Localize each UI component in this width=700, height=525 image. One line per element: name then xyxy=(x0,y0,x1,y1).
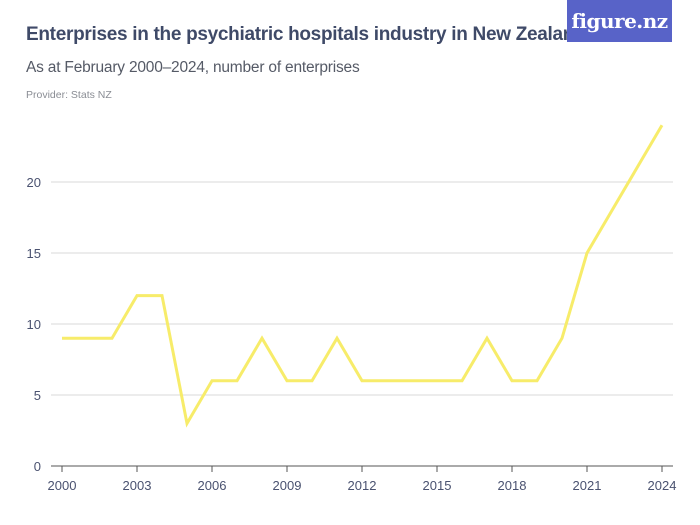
data-line-enterprises xyxy=(62,124,664,428)
provider-label: Provider: Stats NZ xyxy=(26,89,112,101)
x-tick-label: 2009 xyxy=(273,478,302,493)
x-tick-label: 2018 xyxy=(498,478,527,493)
y-tick-label: 15 xyxy=(27,246,41,261)
x-tick-label: 2003 xyxy=(123,478,152,493)
chart-subtitle: As at February 2000–2024, number of ente… xyxy=(26,59,360,76)
x-tick-label: 2024 xyxy=(648,478,677,493)
y-tick-label: 0 xyxy=(34,459,41,474)
x-tick-label: 2000 xyxy=(48,478,77,493)
gridlines xyxy=(51,181,673,396)
x-tick-label: 2012 xyxy=(348,478,377,493)
x-tick-label: 2015 xyxy=(423,478,452,493)
chart-title: Enterprises in the psychiatric hospitals… xyxy=(26,24,586,45)
x-tick-label: 2006 xyxy=(198,478,227,493)
x-tick-label: 2021 xyxy=(573,478,602,493)
y-tick-label: 5 xyxy=(34,388,41,403)
figure-nz-logo[interactable]: figure.nz xyxy=(567,0,672,42)
y-tick-label: 20 xyxy=(27,175,41,190)
y-axis-ticks: 0 5 10 15 20 xyxy=(27,175,41,474)
y-tick-label: 10 xyxy=(27,317,41,332)
x-axis-ticks: 2000 2003 2006 2009 2012 2015 2018 2021 2024 xyxy=(48,466,677,493)
